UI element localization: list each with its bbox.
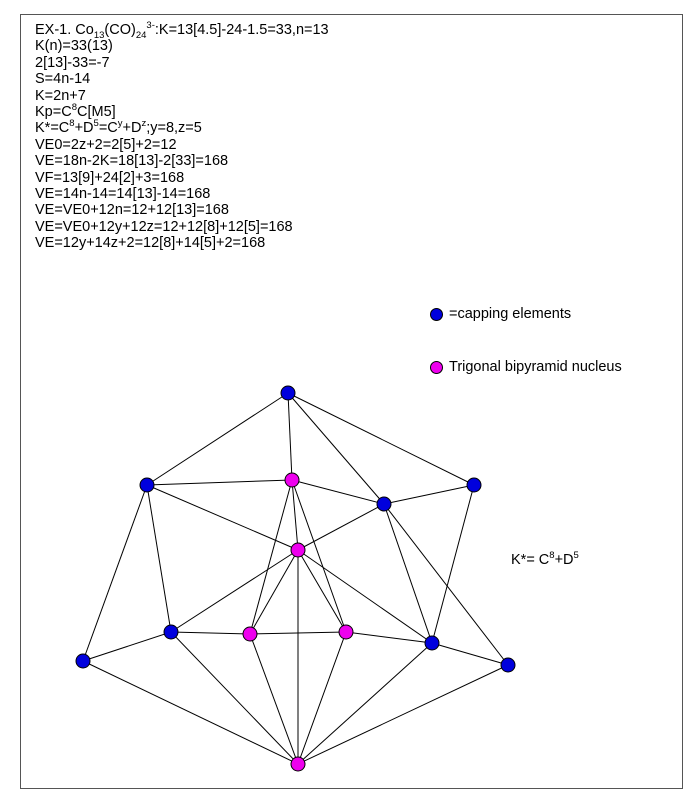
bond-edge (287, 392, 293, 481)
bond-edge (291, 479, 385, 505)
bond-edge (297, 503, 385, 551)
bond-edge (249, 549, 299, 635)
bond-edge (297, 642, 433, 765)
formula-line: VE=12y+14z+2=12[8]+14[5]+2=168 (35, 235, 266, 252)
capping-node (75, 653, 91, 669)
bond-edge (383, 503, 509, 666)
legend-nucleus-label: Trigonal bipyramid nucleus (449, 359, 622, 375)
bond-edge (82, 484, 148, 662)
bond-edge (431, 642, 509, 666)
bond-edge (170, 631, 299, 765)
capping-node (500, 657, 516, 673)
bond-edge (297, 664, 509, 765)
formula-line: VE=18n-2K=18[13]-2[33]=168 (35, 153, 229, 170)
nucleus-node (290, 542, 306, 558)
formula-line: 2[13]-33=-7 (35, 54, 110, 71)
bond-edge (146, 392, 289, 486)
formula-line: EX-1. Co13(CO)243-:K=13[4.5]-24-1.5=33,n… (35, 20, 329, 41)
bond-edge (82, 660, 299, 765)
bond-edge (82, 631, 172, 662)
formula-line: VE=14n-14=14[13]-14=168 (35, 186, 211, 203)
formula-line: S=4n-14 (35, 71, 91, 88)
bond-edge (249, 479, 293, 635)
formula-line: VE=VE0+12n=12+12[13]=168 (35, 202, 229, 219)
bond-edge (146, 479, 293, 486)
bond-edge (170, 549, 299, 633)
nucleus-node (284, 472, 300, 488)
bond-edge (297, 631, 347, 765)
bond-edge (146, 484, 299, 551)
formula-line: VE0=2z+2=2[5]+2=12 (35, 136, 177, 153)
capping-node (376, 496, 392, 512)
bond-edge (297, 549, 433, 644)
bond-edge (291, 479, 347, 633)
legend-nucleus: Trigonal bipyramid nucleus (430, 359, 622, 375)
formula-line: Kp=C8C[M5] (35, 102, 116, 121)
capping-node (139, 477, 155, 493)
bond-edge (297, 549, 347, 633)
capping-node (424, 635, 440, 651)
bond-edge (431, 484, 475, 644)
nucleus-node (242, 626, 258, 642)
bond-edge (249, 633, 299, 765)
bond-edge (291, 479, 299, 551)
nucleus-node (290, 756, 306, 772)
formula-line: VE=VE0+12y+12z=12+12[8]+12[5]=168 (35, 218, 293, 235)
bond-edge (383, 503, 433, 644)
formula-line: VF=13[9]+24[2]+3=168 (35, 169, 185, 186)
bond-edge (146, 484, 172, 633)
bond-edge (287, 392, 385, 505)
bond-edge (170, 631, 251, 635)
capping-dot-icon (430, 307, 443, 321)
nucleus-dot-icon (430, 360, 443, 374)
legend-capping-label: =capping elements (449, 306, 572, 322)
calculation-text: EX-1. Co13(CO)243-:K=13[4.5]-24-1.5=33,n… (35, 20, 329, 252)
bond-edge (249, 631, 347, 635)
capping-node (163, 624, 179, 640)
formula-line: K=2n+7 (35, 87, 86, 104)
bond-edge (345, 631, 433, 644)
formula-line: K(n)=33(13) (35, 38, 113, 55)
capping-node (280, 385, 296, 401)
formula-line: K*=C8+D5=Cy+Dz;y=8,z=5 (35, 118, 202, 137)
bond-edge (383, 484, 475, 505)
legend-capping: =capping elements (430, 306, 571, 322)
kstar-label: K*= C8+D5 (511, 550, 579, 568)
bond-edge (287, 392, 475, 486)
capping-node (466, 477, 482, 493)
nucleus-node (338, 624, 354, 640)
